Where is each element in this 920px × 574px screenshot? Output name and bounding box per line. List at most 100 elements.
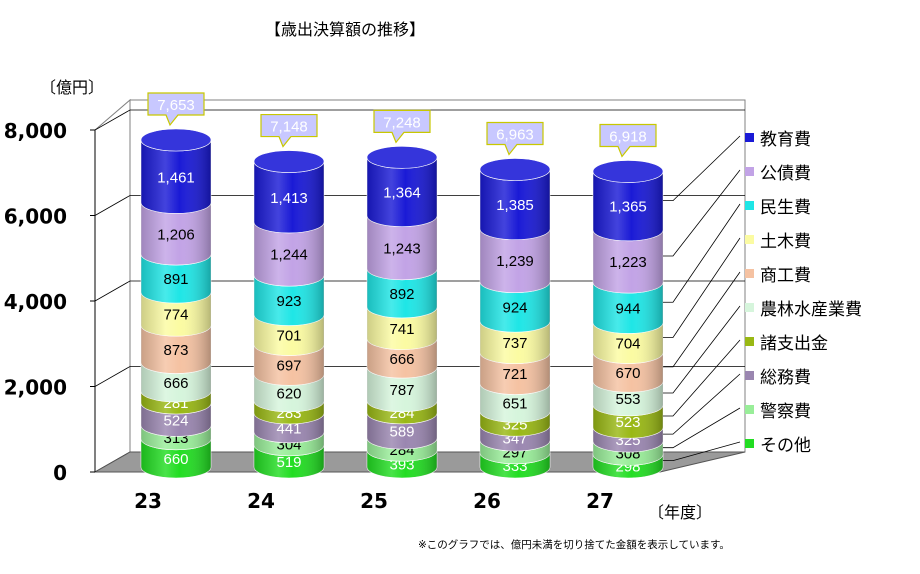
total-label: 7,653: [157, 97, 195, 114]
bar-segment-shade: [367, 268, 437, 318]
bar-top-cap: [366, 146, 438, 169]
bar-value-label: 670: [615, 365, 640, 382]
total-label: 6,963: [496, 127, 534, 144]
bar-segment-shade: [254, 314, 324, 356]
bar-value-label: 737: [502, 335, 527, 352]
footnote: ※このグラフでは、億円未満を切り捨てた金額を表示しています。: [418, 538, 730, 551]
legend-label: 民生費: [760, 198, 811, 218]
bar-value-label: 697: [276, 358, 301, 375]
bar-value-label: 891: [163, 271, 188, 288]
bar-segment-shade: [480, 228, 550, 293]
legend-label: 教育費: [760, 130, 811, 150]
y-tick-label: 4,000: [4, 290, 67, 314]
total-label: 6,918: [609, 128, 647, 145]
bar-segment-shade: [480, 411, 550, 437]
bar-value-label: 1,461: [157, 169, 195, 186]
legend-swatch: [745, 269, 754, 278]
bar-value-label: 892: [389, 286, 414, 303]
total-label: 7,248: [383, 114, 421, 131]
bar-value-label: 704: [615, 336, 640, 353]
bar-segment-shade: [367, 367, 437, 412]
bars: 6603135242816668737748911,2061,4617,6535…: [140, 92, 664, 479]
legend-leader-lines: [663, 135, 741, 462]
bar-value-label: 787: [389, 382, 414, 399]
bar-segment-shade: [141, 325, 211, 374]
bar-segment-shade: [141, 425, 211, 450]
bar-top-cap: [479, 158, 551, 181]
bar-value-label: 741: [389, 321, 414, 338]
legend-leader-line: [663, 203, 741, 303]
bar-segment-shade: [254, 161, 324, 233]
bar-value-label: 1,385: [496, 197, 534, 214]
bar-value-label: 924: [502, 299, 527, 316]
legend-label: 総務費: [760, 368, 811, 388]
total-callout: [260, 113, 318, 148]
bar-value-label: 1,244: [270, 247, 308, 264]
legend-swatch: [745, 235, 754, 244]
legend-leader-line: [663, 305, 741, 394]
bar-value-label: 1,365: [609, 199, 647, 216]
legend-leader-line: [663, 271, 741, 368]
y-tick-label: 8,000: [4, 119, 67, 143]
bar-top-cap-highlight: [367, 146, 437, 169]
bar-value-label: 1,239: [496, 253, 534, 270]
total-callout: [373, 109, 431, 144]
bar-value-label: 774: [163, 307, 188, 324]
bar-segment-shade: [367, 306, 437, 350]
bar-segment-shade: [141, 390, 211, 415]
legend-leader-line: [663, 237, 741, 338]
bar-segment-shade: [593, 381, 663, 416]
bar-top-cap: [253, 150, 325, 173]
side-wall: [94, 98, 131, 473]
x-tick-label: 26: [473, 489, 501, 513]
bar-top-cap-highlight: [593, 160, 663, 183]
legend-leader-line: [663, 407, 741, 449]
bar-value-label: 1,223: [609, 254, 647, 271]
legend-swatch: [745, 371, 754, 380]
legend-label: 諸支出金: [760, 334, 828, 354]
bar-value-label: 1,243: [383, 240, 421, 257]
bar-value-label: 523: [615, 414, 640, 431]
legend-leader-line: [663, 339, 741, 417]
bar-segment-shade: [593, 229, 663, 294]
bar-segment-shade: [141, 362, 211, 402]
total-callout: [486, 121, 544, 156]
bar-segment-shade: [480, 440, 550, 464]
legend-swatch: [745, 303, 754, 312]
legend-label: 農林水産業費: [760, 300, 862, 320]
bar-segment-shade: [141, 292, 211, 337]
bar-segment-shade: [593, 427, 663, 453]
bar-value-label: 873: [163, 342, 188, 359]
bar-segment-shade: [367, 338, 437, 379]
bar-value-label: 1,364: [383, 185, 421, 202]
y-axis-label: 〔億円〕: [40, 78, 104, 97]
bar-value-label: 944: [615, 300, 640, 317]
bar-segment-shade: [593, 352, 663, 393]
bar-value-label: 519: [276, 454, 301, 471]
legend-swatch: [745, 201, 754, 210]
legend-leader-line: [663, 135, 741, 202]
bar-segment-shade: [141, 140, 211, 214]
bar-segment-shade: [480, 321, 550, 364]
legend-swatch: [745, 337, 754, 346]
bar-value-label: 441: [276, 420, 301, 437]
total-callout: [147, 92, 205, 127]
x-tick-label: 24: [247, 489, 275, 513]
legend-label: 商工費: [760, 266, 811, 286]
legend-label: その他: [760, 436, 811, 456]
legend-leader-line: [663, 169, 741, 257]
legend-swatch: [745, 405, 754, 414]
bar-segment-shade: [593, 404, 663, 439]
bar-value-label: 1,413: [270, 190, 308, 207]
legend-leader-line: [663, 441, 741, 462]
bar-segment-shade: [254, 344, 324, 386]
bar-top-cap: [592, 160, 664, 183]
y-tick-label: 2,000: [4, 376, 67, 400]
bar-value-label: 721: [502, 366, 527, 383]
bar-segment-shade: [254, 275, 324, 326]
